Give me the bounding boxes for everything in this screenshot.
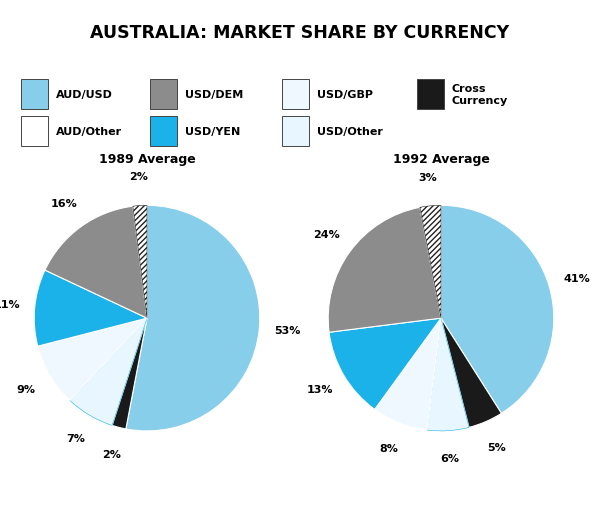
Text: 9%: 9% (16, 385, 35, 395)
Text: 2%: 2% (129, 173, 148, 182)
Text: 3%: 3% (418, 173, 437, 183)
Text: AUD/USD: AUD/USD (56, 90, 113, 100)
Wedge shape (45, 206, 147, 318)
Text: 13%: 13% (307, 385, 333, 395)
Text: 41%: 41% (563, 274, 590, 284)
FancyBboxPatch shape (150, 117, 177, 147)
FancyBboxPatch shape (21, 117, 48, 147)
Text: 11%: 11% (0, 300, 20, 310)
Text: 16%: 16% (51, 199, 77, 209)
Text: 2%: 2% (103, 449, 121, 460)
FancyBboxPatch shape (150, 79, 177, 109)
Title: 1992 Average: 1992 Average (392, 153, 490, 166)
Title: 1989 Average: 1989 Average (98, 153, 196, 166)
FancyBboxPatch shape (282, 117, 309, 147)
Wedge shape (328, 207, 441, 332)
Wedge shape (34, 270, 147, 346)
Text: 7%: 7% (66, 435, 85, 444)
Wedge shape (126, 205, 260, 431)
Text: USD/Other: USD/Other (317, 127, 383, 137)
Wedge shape (329, 318, 441, 409)
Text: USD/GBP: USD/GBP (317, 90, 373, 100)
Text: USD/YEN: USD/YEN (185, 127, 240, 137)
Wedge shape (441, 205, 554, 413)
Text: 5%: 5% (488, 442, 506, 453)
Wedge shape (441, 318, 502, 428)
Text: USD/DEM: USD/DEM (185, 90, 243, 100)
Wedge shape (420, 205, 441, 318)
Wedge shape (70, 318, 147, 426)
Text: Cross
Currency: Cross Currency (452, 84, 508, 106)
Wedge shape (112, 318, 147, 429)
Wedge shape (38, 318, 147, 401)
Wedge shape (374, 318, 441, 430)
FancyBboxPatch shape (21, 79, 48, 109)
Wedge shape (133, 205, 147, 318)
Text: 6%: 6% (440, 454, 460, 464)
Text: 24%: 24% (314, 230, 340, 240)
Text: AUSTRALIA: MARKET SHARE BY CURRENCY: AUSTRALIA: MARKET SHARE BY CURRENCY (91, 24, 509, 42)
Text: AUD/Other: AUD/Other (56, 127, 122, 137)
Wedge shape (427, 318, 469, 431)
Text: 53%: 53% (274, 326, 301, 336)
Text: 8%: 8% (380, 444, 398, 454)
FancyBboxPatch shape (282, 79, 309, 109)
FancyBboxPatch shape (417, 79, 444, 109)
